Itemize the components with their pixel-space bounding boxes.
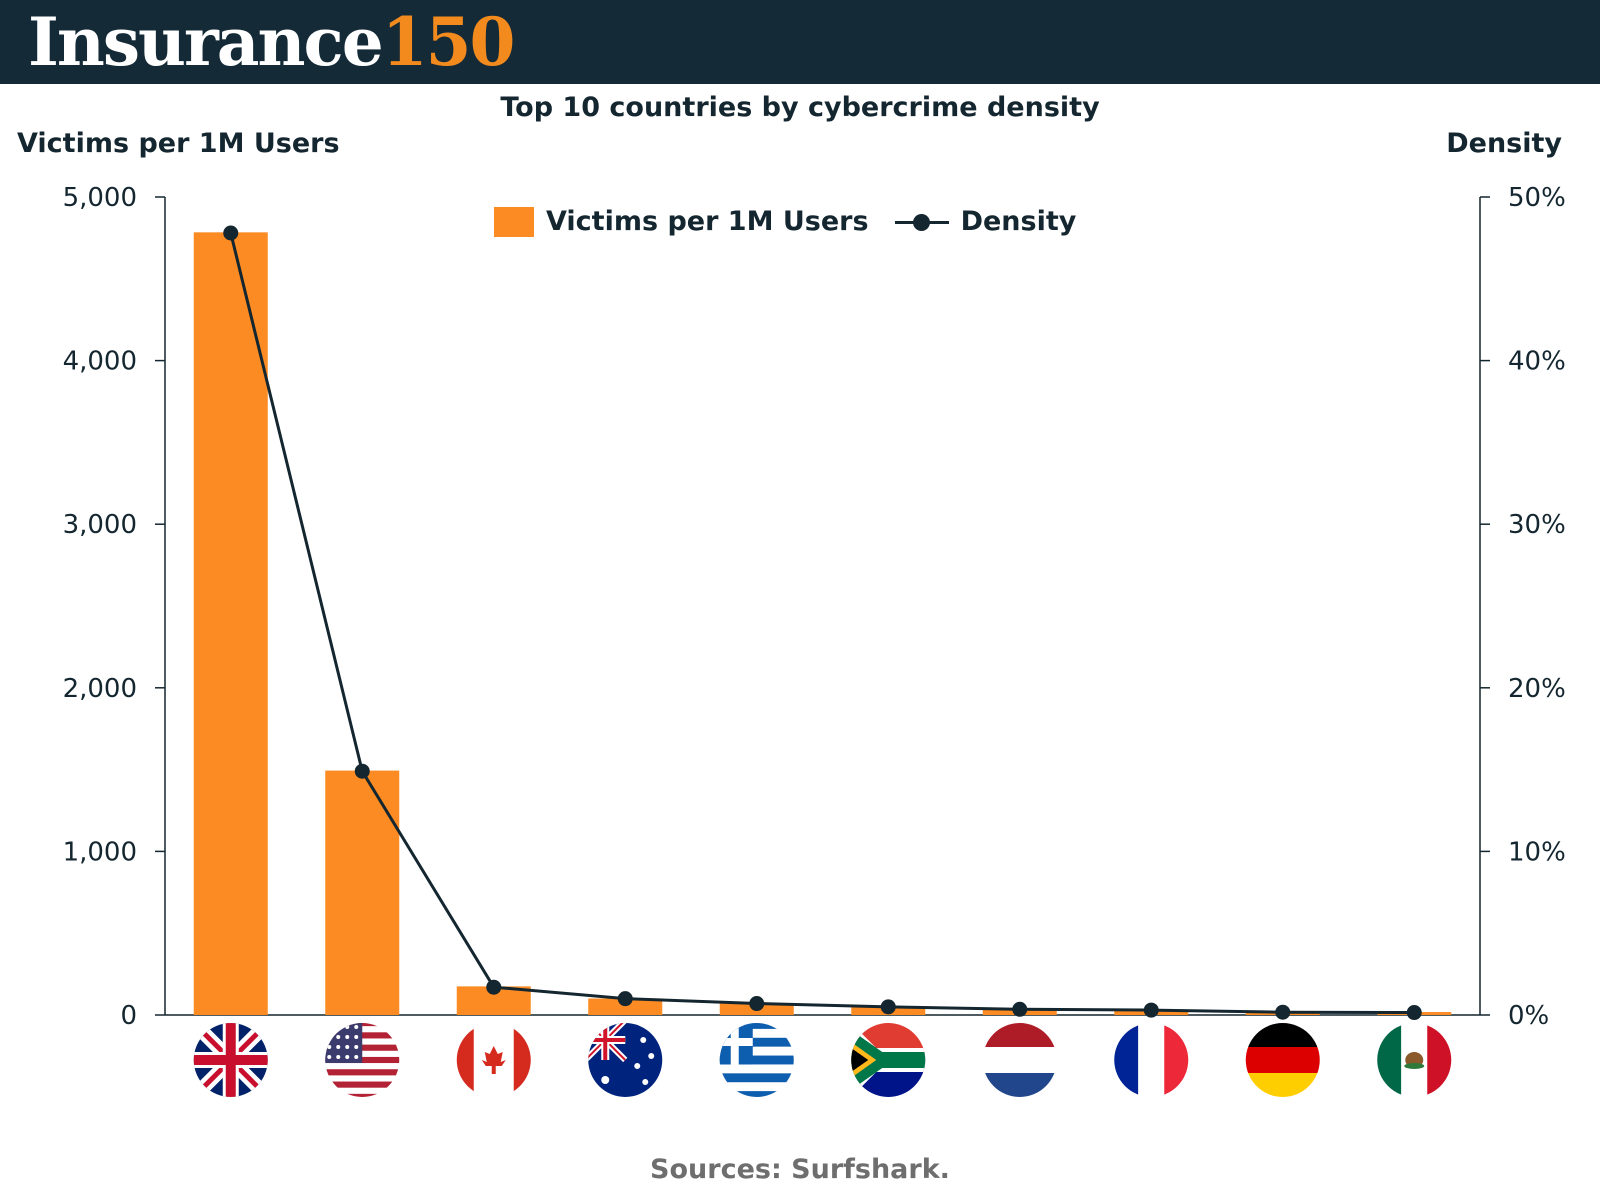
left-axis-title: Victims per 1M Users [17, 128, 340, 159]
nl-flag-icon [982, 1023, 1057, 1097]
de-flag-icon [1245, 1023, 1320, 1097]
right-tick-label: 50% [1508, 183, 1566, 213]
right-tick-label: 20% [1508, 674, 1566, 704]
ca-flag-icon [456, 1023, 531, 1097]
country-flags [193, 1023, 1452, 1097]
gr-flag-icon [719, 1023, 794, 1097]
density-line-series [223, 225, 1422, 1021]
left-tick-label: 5,000 [63, 183, 137, 213]
left-tick-label: 0 [120, 1001, 137, 1031]
right-axis-title: Density [1446, 128, 1562, 159]
left-tick-label: 4,000 [63, 347, 137, 377]
us-flag-icon [325, 1023, 400, 1097]
fr-flag-icon [1114, 1023, 1189, 1097]
left-tick-label: 2,000 [63, 674, 137, 704]
density-point-fr [1143, 1002, 1159, 1018]
legend-line-marker [894, 207, 949, 237]
density-point-gr [749, 996, 765, 1012]
left-tick-label: 1,000 [63, 837, 137, 867]
bar-series [193, 232, 1452, 1016]
gb-flag-icon [193, 1023, 268, 1097]
au-flag-icon [588, 1023, 663, 1097]
za-flag-icon [851, 1023, 926, 1097]
density-point-au [617, 991, 633, 1007]
header-bar: Insurance150 [0, 0, 1600, 84]
density-point-us [354, 763, 370, 779]
density-point-ca [486, 979, 502, 995]
legend-bar-label: Victims per 1M Users [546, 206, 869, 237]
mx-flag-icon [1377, 1023, 1452, 1097]
right-tick-label: 10% [1508, 837, 1566, 867]
density-point-mx [1406, 1005, 1422, 1021]
density-point-za [880, 999, 896, 1015]
legend-line-label: Density [960, 206, 1077, 237]
right-tick-label: 30% [1508, 510, 1566, 540]
chart-title: Top 10 countries by cybercrime density [500, 92, 1100, 123]
chart-legend: Victims per 1M Users Density [494, 206, 1076, 237]
bar-au [588, 998, 663, 1015]
bar-gb [193, 232, 268, 1016]
right-tick-label: 0% [1508, 1001, 1549, 1031]
density-point-gb [223, 225, 239, 241]
left-tick-label: 3,000 [63, 510, 137, 540]
bar-us [325, 770, 400, 1015]
brand-number: 150 [381, 3, 516, 81]
source-note: Sources: Surfshark. [650, 1154, 950, 1185]
brand-word: Insurance [28, 3, 384, 81]
legend-bar-swatch [494, 206, 534, 237]
density-line [229, 232, 1415, 1015]
chart-axes: 0 0% 1,000 10% 2,000 20% 3,000 30% 4,000 40% 5,000… [63, 183, 1566, 1031]
density-point-nl [1012, 1001, 1028, 1017]
density-point-de [1275, 1004, 1291, 1020]
right-tick-label: 40% [1508, 347, 1566, 377]
brand-logo: Insurance150 [28, 2, 516, 82]
